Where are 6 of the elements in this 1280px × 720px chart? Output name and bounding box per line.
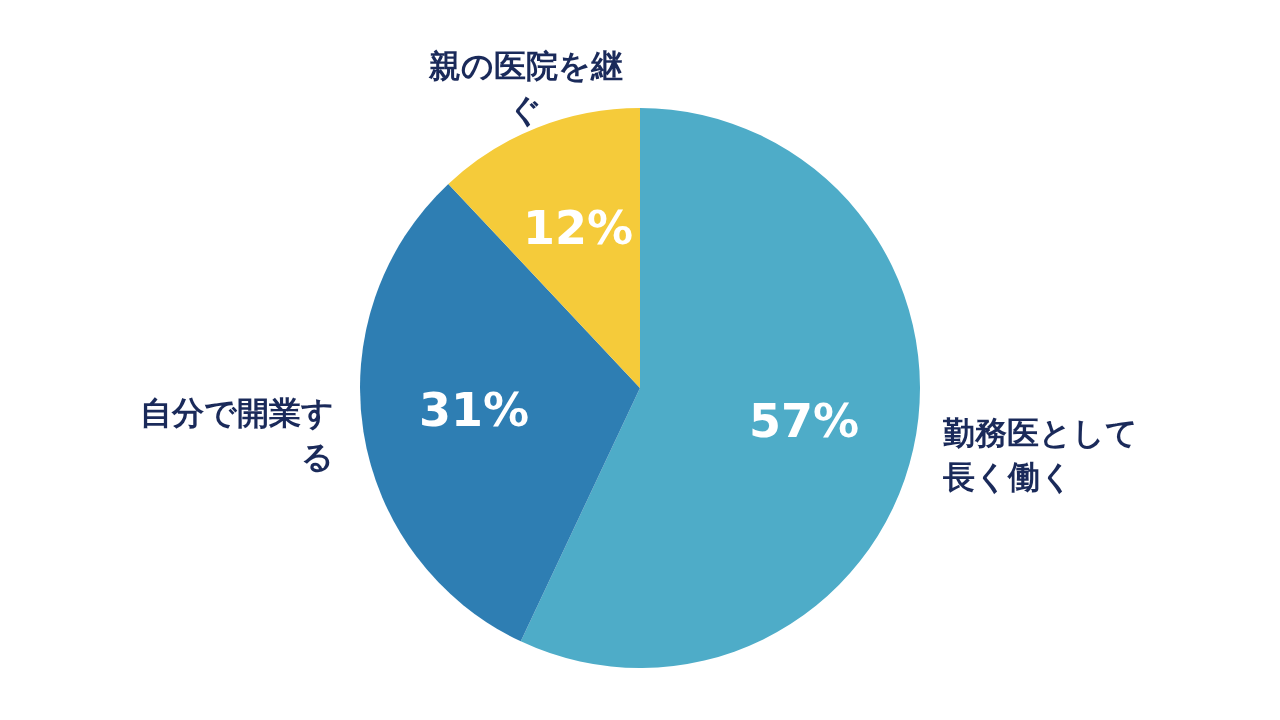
data-label: 57%	[748, 393, 860, 448]
data-label: 31%	[419, 383, 530, 438]
slice-label: 勤務医として長く働く	[941, 414, 1138, 497]
slice-label: 親の医院を継ぐ	[427, 46, 623, 129]
data-label: 12%	[523, 200, 634, 255]
slice-label: 自分で開業する	[139, 394, 334, 477]
